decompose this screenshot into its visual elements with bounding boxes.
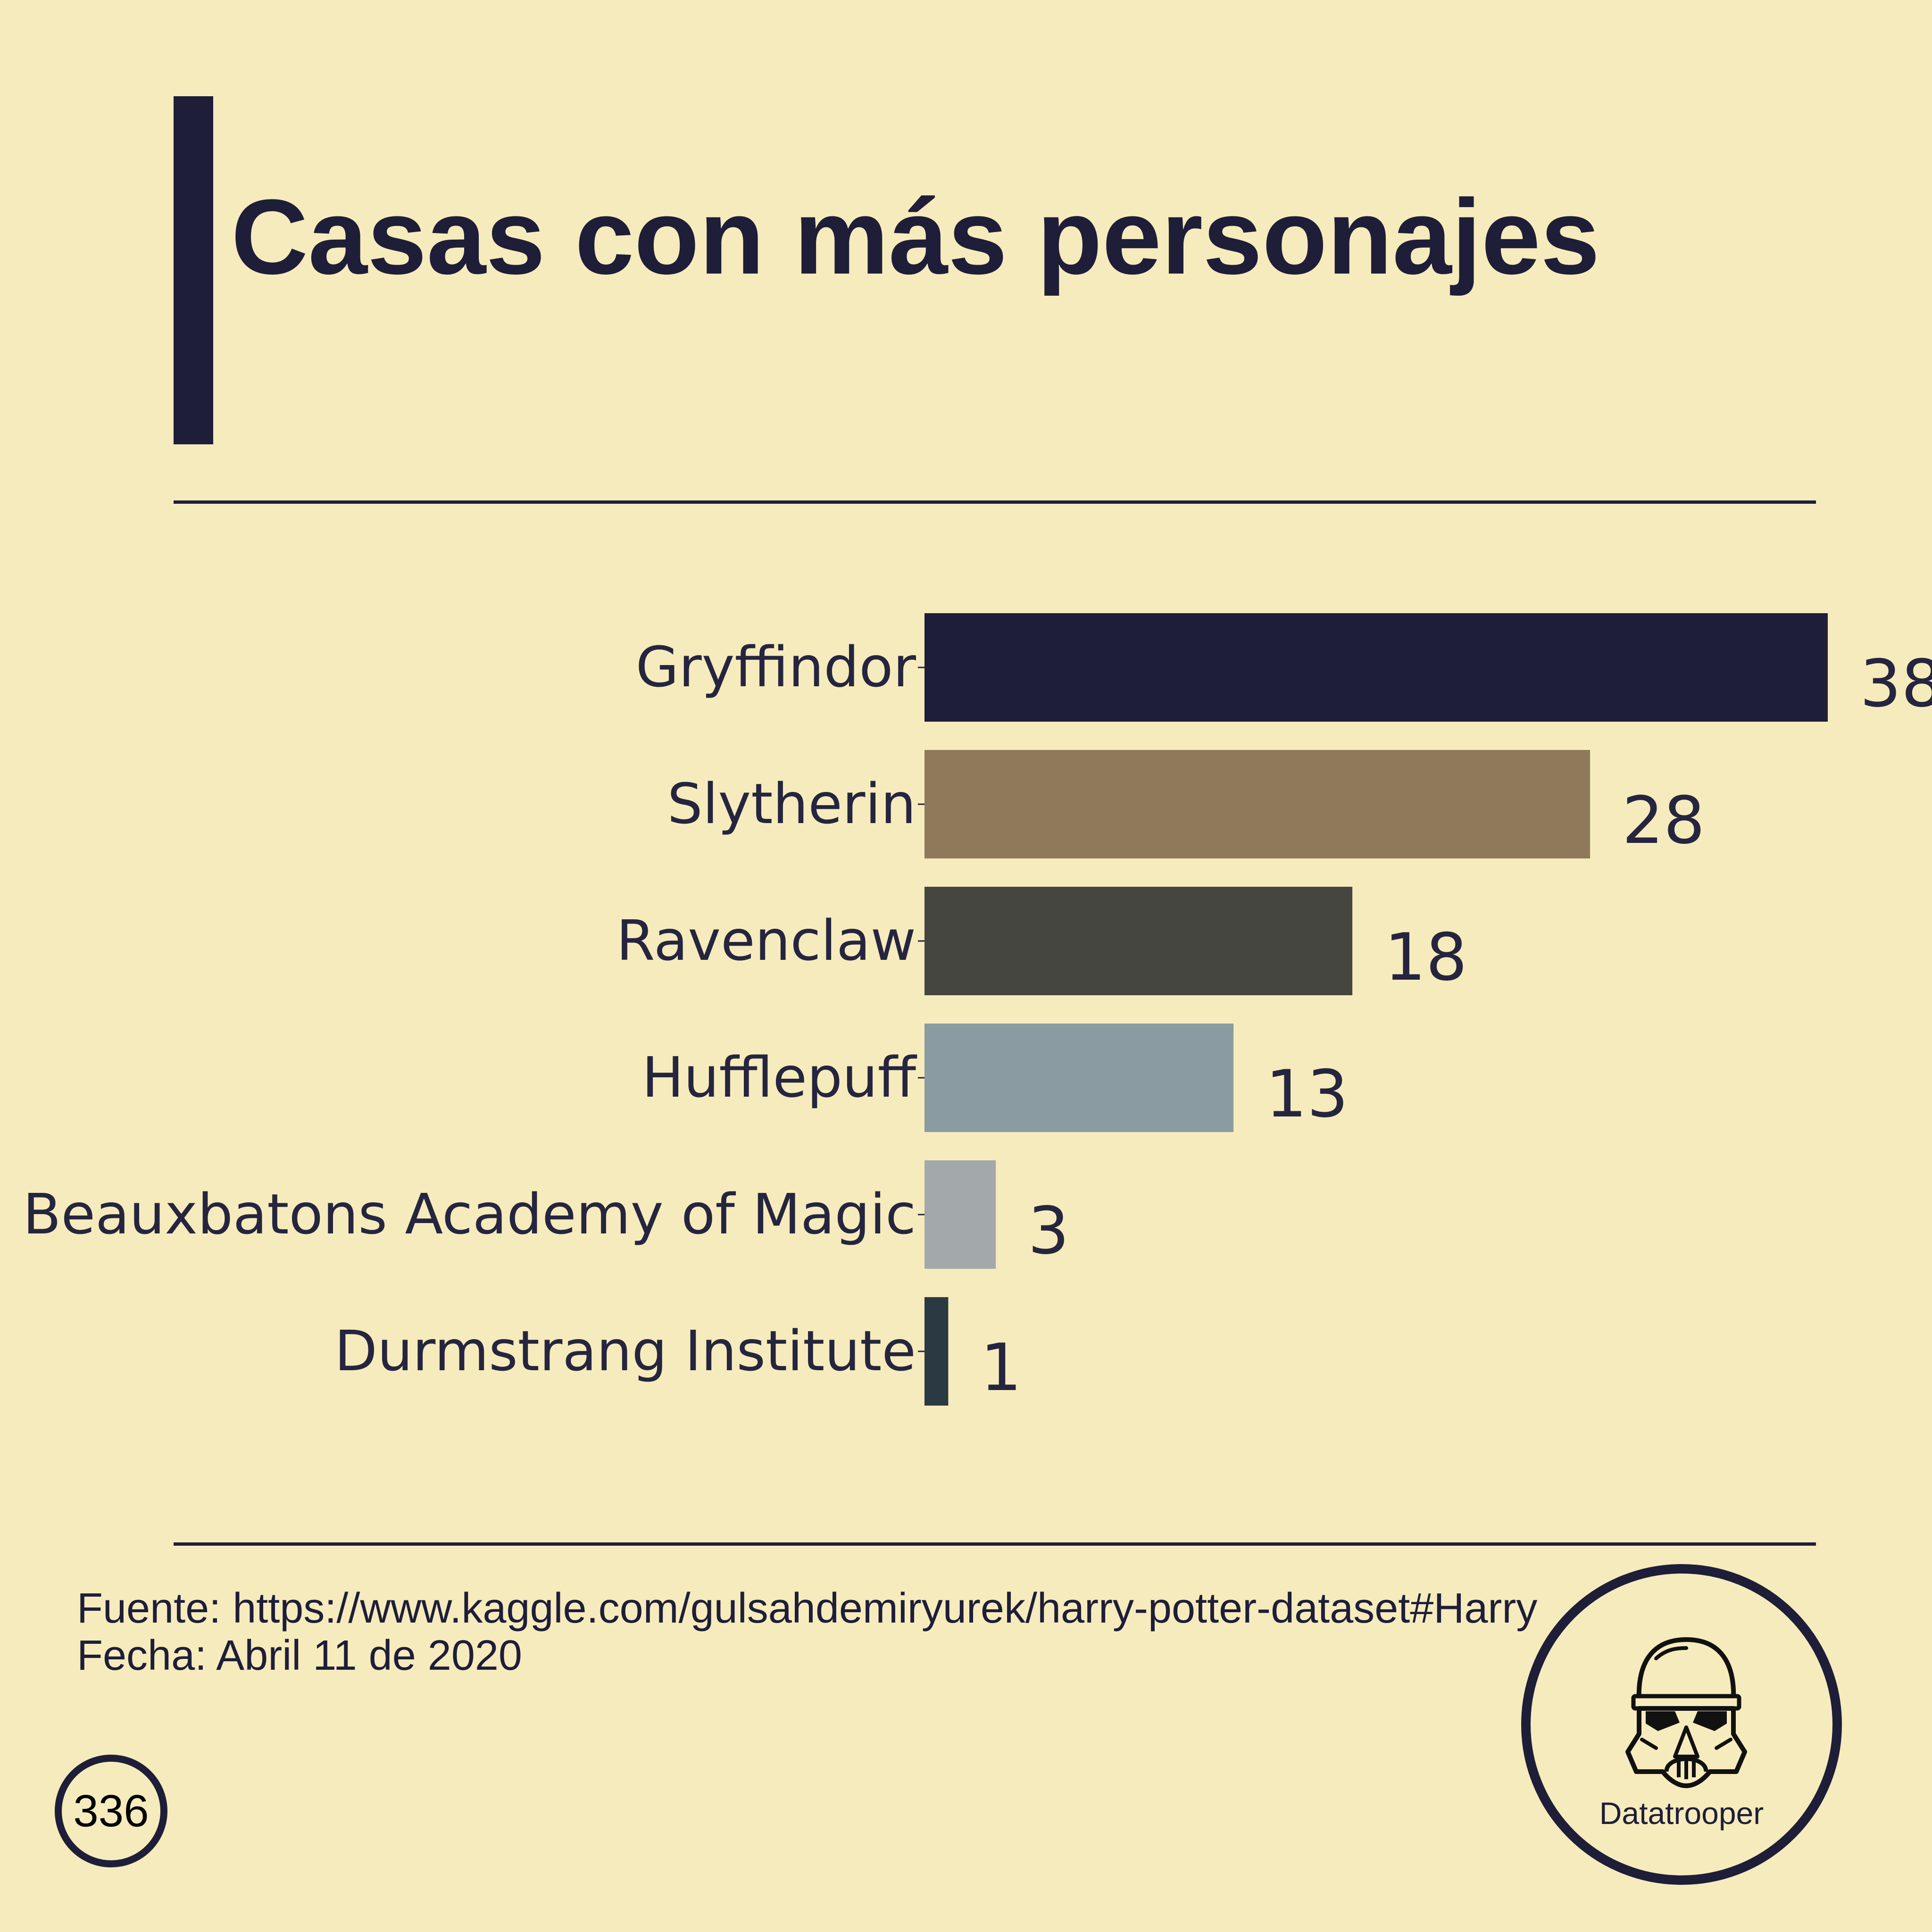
data-label: 28 [1622,783,1705,858]
category-label: Hufflepuff [642,1045,917,1110]
bar-2 [924,750,1591,858]
bar-6 [924,1297,949,1406]
category-label: Slytherin [667,771,916,836]
category-label: Ravenclaw [616,908,916,973]
category-label: Gryffindor [636,634,916,700]
datatrooper-logo: Datatrooper [1521,1564,1842,1885]
source-note: Fuente: https://www.kaggle.com/gulsahdem… [77,1585,1538,1632]
logo-name: Datatrooper [1599,1796,1764,1831]
page-number-badge: 336 [55,1755,167,1867]
bottom-divider [174,1542,1816,1546]
bar-4 [924,1024,1234,1132]
title-accent-bar [174,96,213,444]
bar-5 [924,1160,996,1269]
bar-3 [924,887,1353,995]
page-number: 336 [73,1785,149,1836]
data-label: 13 [1266,1056,1349,1132]
data-label: 3 [1028,1193,1069,1269]
chart-footer: Fuente: https://www.kaggle.com/gulsahdem… [77,1585,1537,1679]
top-divider [174,500,1816,504]
category-label: Durmstrang Institute [334,1318,916,1383]
data-label: 1 [980,1330,1022,1406]
bar-1 [924,613,1828,722]
chart-title: Casas con más personajes [231,177,1600,296]
stormtrooper-helmet-icon [1625,1637,1747,1788]
category-label: Beauxbatons Academy of Magic [23,1182,916,1247]
bar-chart: Gryffindor 38 Slytherin 28 Ravenclaw 18 Huffle… [23,613,1932,1406]
date-note: Fecha: Abril 11 de 2020 [77,1632,522,1679]
data-label: 38 [1860,646,1932,722]
data-label: 18 [1384,919,1467,995]
